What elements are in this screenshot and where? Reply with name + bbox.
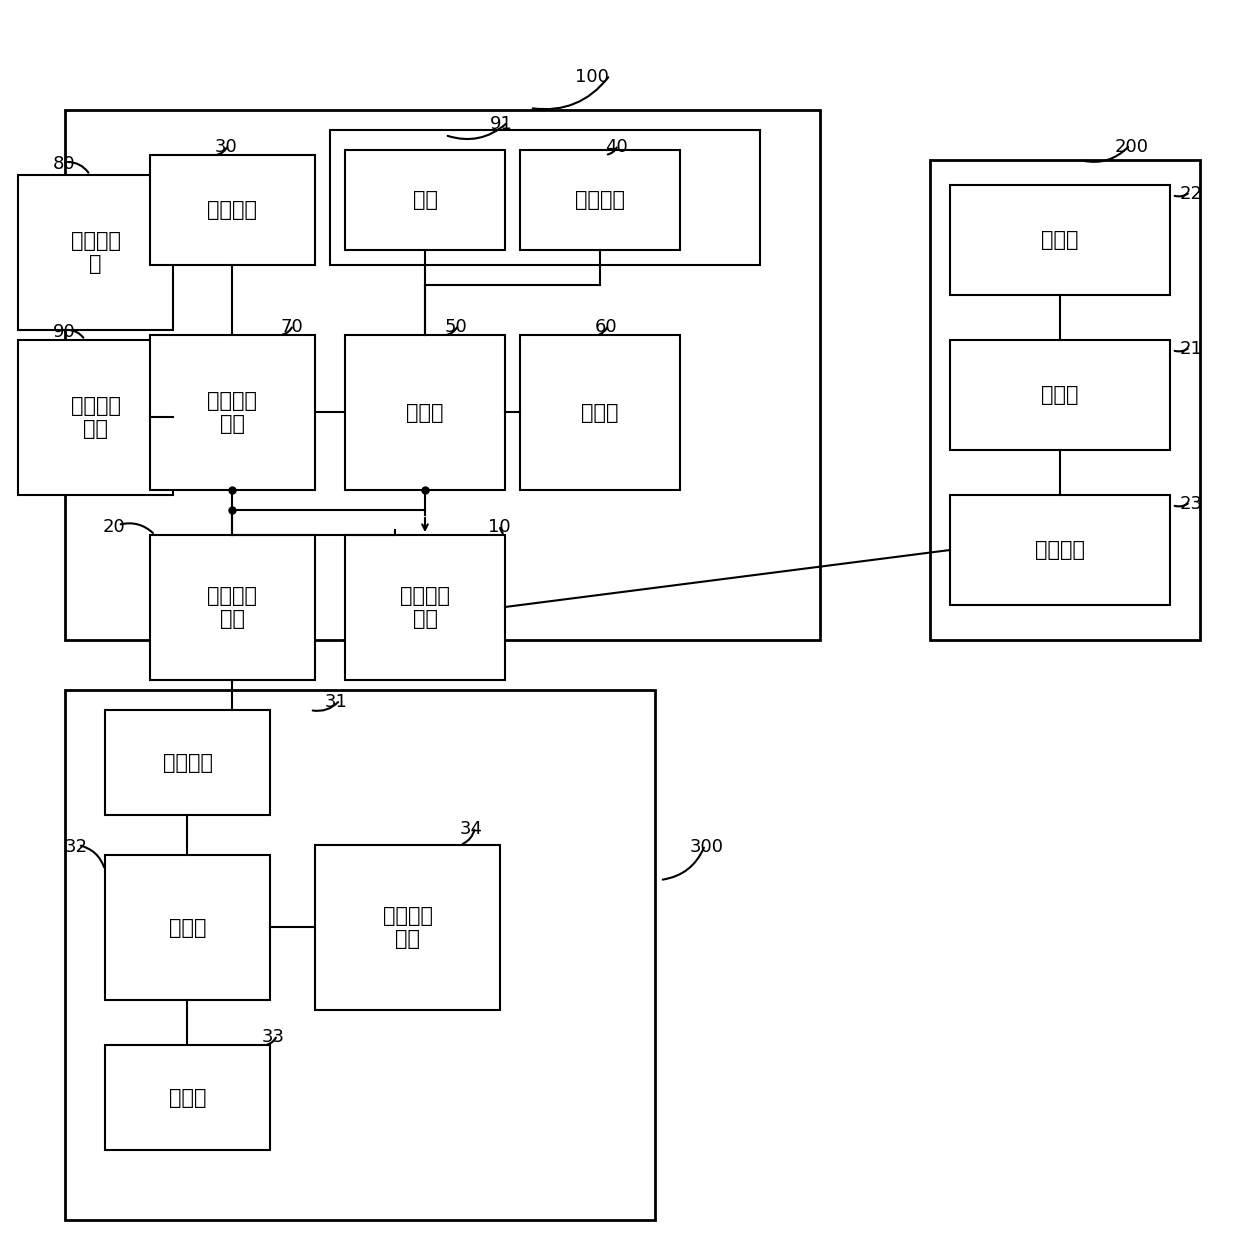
Text: 20: 20 bbox=[103, 518, 125, 535]
Text: 壳体式键
盘: 壳体式键 盘 bbox=[71, 231, 120, 274]
Bar bbox=[330, 129, 760, 265]
Bar bbox=[315, 845, 500, 1011]
Text: 22: 22 bbox=[1180, 185, 1203, 202]
Text: 第一连接
接口: 第一连接 接口 bbox=[401, 586, 450, 628]
Text: 21: 21 bbox=[1180, 339, 1203, 358]
Text: 34: 34 bbox=[460, 820, 484, 838]
Bar bbox=[64, 690, 655, 1221]
Bar bbox=[930, 160, 1200, 640]
Text: 存储器: 存储器 bbox=[169, 1087, 206, 1107]
Text: 91: 91 bbox=[490, 114, 513, 133]
Text: 100: 100 bbox=[575, 68, 609, 85]
Text: 处理器: 处理器 bbox=[1042, 385, 1079, 405]
Bar bbox=[345, 150, 505, 250]
Text: 存储器: 存储器 bbox=[582, 402, 619, 422]
Text: 32: 32 bbox=[64, 838, 88, 856]
Bar bbox=[19, 339, 174, 495]
Bar bbox=[19, 175, 174, 331]
Text: 80: 80 bbox=[53, 155, 76, 173]
Text: 33: 33 bbox=[262, 1028, 285, 1046]
Text: 70: 70 bbox=[280, 318, 303, 336]
Bar bbox=[150, 535, 315, 680]
Bar bbox=[520, 336, 680, 490]
Text: 60: 60 bbox=[595, 318, 618, 336]
Text: 23: 23 bbox=[1180, 495, 1203, 513]
Text: 处理器: 处理器 bbox=[169, 918, 206, 938]
Bar bbox=[105, 710, 270, 815]
Text: 存储器: 存储器 bbox=[1042, 230, 1079, 250]
Text: 侦测单元: 侦测单元 bbox=[575, 190, 625, 210]
Text: 第二连接
接口: 第二连接 接口 bbox=[207, 586, 258, 628]
Text: 90: 90 bbox=[53, 323, 76, 341]
Text: 300: 300 bbox=[689, 838, 724, 856]
Bar bbox=[345, 336, 505, 490]
Bar bbox=[950, 185, 1171, 295]
Bar bbox=[64, 111, 820, 640]
Text: 40: 40 bbox=[605, 138, 627, 156]
Text: 处理器: 处理器 bbox=[407, 402, 444, 422]
Text: 10: 10 bbox=[489, 518, 511, 535]
Bar bbox=[150, 155, 315, 265]
Bar bbox=[105, 855, 270, 1001]
Text: 电源接口: 电源接口 bbox=[207, 200, 258, 220]
Bar bbox=[520, 150, 680, 250]
Text: 电池: 电池 bbox=[413, 190, 438, 210]
Bar bbox=[950, 339, 1171, 450]
Bar bbox=[345, 535, 505, 680]
Bar bbox=[950, 495, 1171, 605]
Text: 连接接口: 连接接口 bbox=[162, 753, 212, 773]
Text: 30: 30 bbox=[215, 138, 238, 156]
Text: 31: 31 bbox=[325, 693, 348, 711]
Text: 连接接口: 连接接口 bbox=[1035, 541, 1085, 561]
Bar bbox=[150, 336, 315, 490]
Bar bbox=[105, 1045, 270, 1150]
Text: 输入输出
单元: 输入输出 单元 bbox=[382, 906, 433, 949]
Text: 200: 200 bbox=[1115, 138, 1149, 156]
Text: 电源管理
单元: 电源管理 单元 bbox=[207, 391, 258, 434]
Text: 输入输出
单元: 输入输出 单元 bbox=[71, 396, 120, 439]
Text: 50: 50 bbox=[445, 318, 467, 336]
